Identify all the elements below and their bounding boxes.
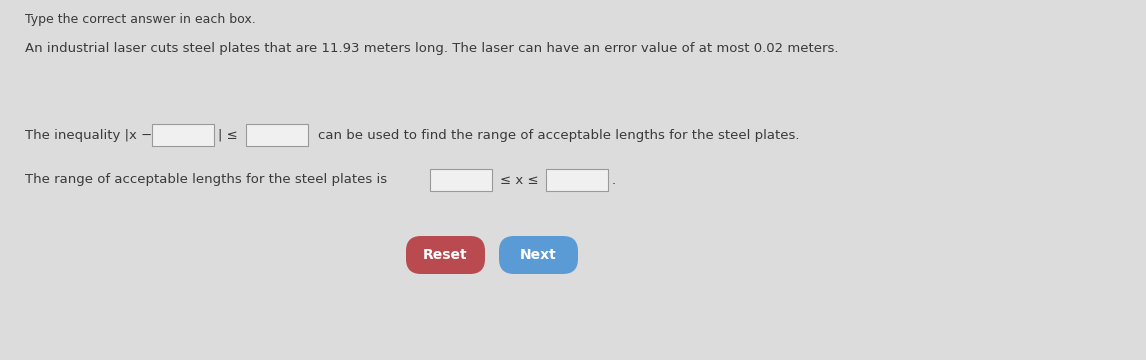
- FancyBboxPatch shape: [545, 169, 609, 191]
- Text: can be used to find the range of acceptable lengths for the steel plates.: can be used to find the range of accepta…: [317, 129, 800, 141]
- Text: Next: Next: [520, 248, 557, 262]
- Text: An industrial laser cuts steel plates that are 11.93 meters long. The laser can : An industrial laser cuts steel plates th…: [25, 42, 839, 55]
- Text: .: .: [612, 174, 617, 186]
- Text: ≤ x ≤: ≤ x ≤: [500, 174, 539, 186]
- Text: Reset: Reset: [423, 248, 468, 262]
- Text: The range of acceptable lengths for the steel plates is: The range of acceptable lengths for the …: [25, 174, 387, 186]
- FancyBboxPatch shape: [152, 124, 214, 146]
- FancyBboxPatch shape: [246, 124, 308, 146]
- FancyBboxPatch shape: [499, 236, 578, 274]
- FancyBboxPatch shape: [430, 169, 492, 191]
- FancyBboxPatch shape: [406, 236, 485, 274]
- Text: | ≤: | ≤: [218, 129, 237, 141]
- Text: The inequality |x −: The inequality |x −: [25, 129, 152, 141]
- Text: Type the correct answer in each box.: Type the correct answer in each box.: [25, 13, 256, 26]
